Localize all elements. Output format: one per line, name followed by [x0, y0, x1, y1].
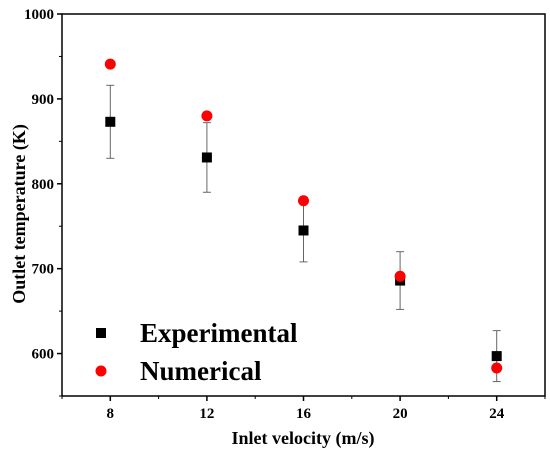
- x-axis-title: Inlet velocity (m/s): [232, 428, 375, 449]
- legend-label: Experimental: [140, 318, 298, 348]
- x-tick-label: 12: [199, 406, 214, 422]
- legend-label: Numerical: [140, 356, 262, 386]
- numerical-point: [491, 362, 503, 374]
- x-axis-ticks: 8 12 16 20 24: [61, 396, 546, 422]
- numerical-point: [394, 270, 406, 282]
- data-markers: [104, 58, 503, 374]
- x-tick-label: 16: [296, 406, 312, 422]
- y-tick-label: 800: [32, 177, 55, 193]
- numerical-point: [201, 110, 213, 122]
- y-tick-label: 600: [32, 347, 55, 363]
- x-tick-label: 8: [107, 406, 115, 422]
- y-tick-label: 900: [32, 92, 55, 108]
- x-tick-label: 24: [489, 406, 505, 422]
- legend-marker-numerical: [95, 365, 107, 377]
- x-tick-label: 20: [393, 406, 408, 422]
- numerical-point: [104, 58, 116, 70]
- legend: Experimental Numerical: [95, 318, 298, 386]
- experimental-point: [105, 116, 116, 127]
- legend-marker-experimental: [96, 328, 106, 338]
- experimental-point: [201, 152, 212, 163]
- y-tick-label: 700: [32, 262, 55, 278]
- y-tick-label: 1000: [24, 7, 54, 23]
- experimental-point: [298, 225, 309, 236]
- numerical-point: [298, 195, 309, 207]
- experimental-point: [491, 351, 502, 362]
- y-axis-ticks: 600 700 800 900 1000: [24, 7, 62, 397]
- y-axis-title: Outlet temperature (K): [9, 124, 30, 304]
